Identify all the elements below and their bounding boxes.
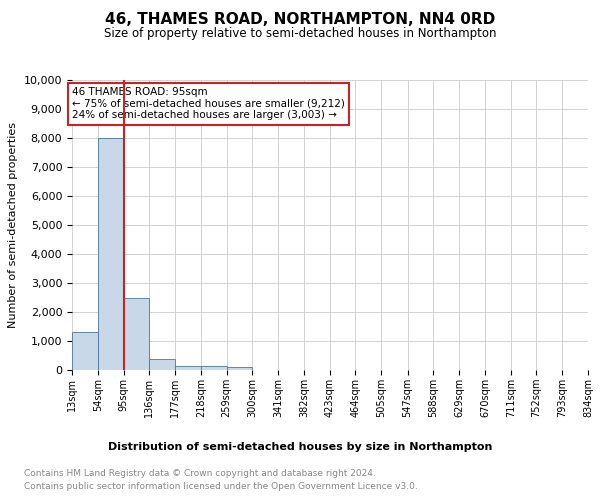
Text: Contains HM Land Registry data © Crown copyright and database right 2024.: Contains HM Land Registry data © Crown c… (24, 469, 376, 478)
Bar (227, 367, 253, 370)
Text: 46, THAMES ROAD, NORTHAMPTON, NN4 0RD: 46, THAMES ROAD, NORTHAMPTON, NN4 0RD (105, 12, 495, 28)
Y-axis label: Number of semi-detached properties: Number of semi-detached properties (8, 122, 18, 328)
Bar (149, 359, 175, 370)
Text: Contains public sector information licensed under the Open Government Licence v3: Contains public sector information licen… (24, 482, 418, 491)
Text: Size of property relative to semi-detached houses in Northampton: Size of property relative to semi-detach… (104, 28, 496, 40)
Bar (72, 332, 98, 370)
Text: Distribution of semi-detached houses by size in Northampton: Distribution of semi-detached houses by … (108, 442, 492, 452)
Text: 46 THAMES ROAD: 95sqm
← 75% of semi-detached houses are smaller (9,212)
24% of s: 46 THAMES ROAD: 95sqm ← 75% of semi-deta… (73, 87, 345, 120)
Bar (175, 366, 201, 370)
Bar (124, 298, 149, 370)
Bar (98, 138, 124, 370)
Bar (201, 366, 227, 370)
